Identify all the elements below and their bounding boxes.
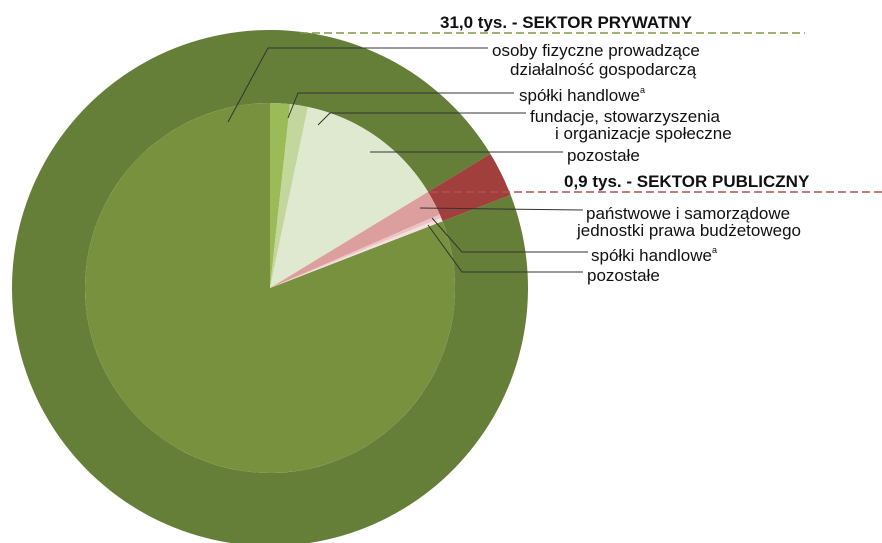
label-text: jednostki prawa budżetowego (576, 221, 801, 240)
inner-slice (270, 191, 440, 288)
label-text: spółki handlowe (519, 86, 640, 105)
label-text: państwowe i samorządowe (586, 204, 790, 223)
footnote-marker: a (712, 245, 717, 255)
slice-label: państwowe i samorządowe (586, 204, 790, 223)
slice-label: jednostki prawa budżetowego (576, 221, 801, 240)
sector-label: 0,9 tys. - SEKTOR PUBLICZNY (564, 172, 810, 191)
slice-label: pozostałe (567, 146, 640, 165)
slice-label: i organizacje społeczne (555, 124, 732, 143)
slice-label: spółki handlowea (519, 85, 645, 105)
footnote-marker: a (640, 85, 645, 95)
label-text: fundacje, stowarzyszenia (530, 107, 720, 126)
leader-line (419, 207, 584, 211)
inner-slice (270, 217, 443, 288)
label-text: działalność gospodarczą (510, 60, 697, 79)
inner-slice (270, 104, 308, 289)
slice-label: działalność gospodarczą (510, 60, 697, 79)
slice-label: osoby fizyczne prowadzące (492, 41, 700, 60)
label-text: pozostałe (587, 266, 660, 285)
leader-line (287, 92, 514, 119)
leader-line (431, 217, 588, 253)
leader-line (427, 224, 583, 273)
label-text: i organizacje społeczne (555, 124, 732, 143)
inner-slice (270, 103, 291, 288)
sector-label: 31,0 tys. - SEKTOR PRYWATNY (440, 13, 693, 32)
leader-line (317, 112, 526, 126)
slice-label: spółki handlowea (591, 245, 717, 265)
slice-label: pozostałe (587, 266, 660, 285)
label-text: osoby fizyczne prowadzące (492, 41, 700, 60)
slice-label: fundacje, stowarzyszenia (530, 107, 720, 126)
label-text: pozostałe (567, 146, 640, 165)
outer-slice (428, 153, 511, 222)
label-text: spółki handlowe (591, 246, 712, 265)
leader-line (227, 47, 488, 123)
inner-slice (270, 214, 442, 288)
